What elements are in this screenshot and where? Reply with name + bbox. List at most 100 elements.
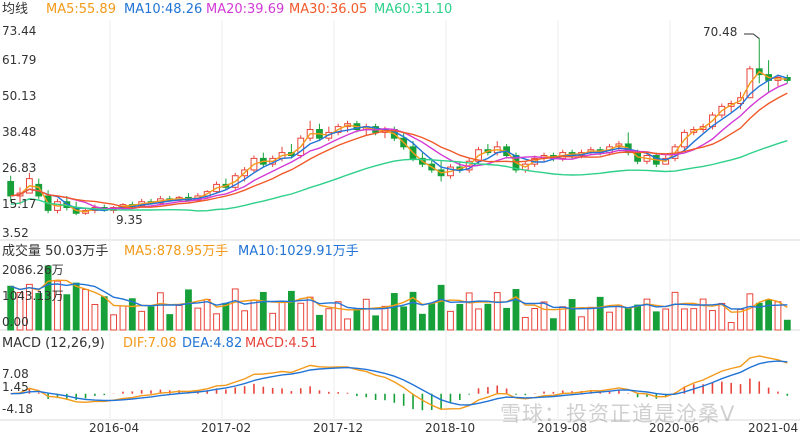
volume-ma5-legend: MA5:878.95万手 <box>124 244 229 259</box>
volume-bar <box>44 265 52 331</box>
main-legend-title: 均线 <box>2 2 29 17</box>
dif-legend: DIF:7.08 <box>123 336 177 351</box>
ma5-line <box>10 70 788 213</box>
x-tick-label: 2017-12 <box>313 421 364 435</box>
volume-bar <box>344 318 351 331</box>
volume-bar <box>128 298 136 331</box>
high-annotation-leader <box>744 33 760 39</box>
volume-bar <box>437 284 445 331</box>
volume-bar <box>175 304 183 331</box>
volume-bar <box>82 288 89 331</box>
volume-bar <box>110 314 118 331</box>
volume-bar <box>400 306 408 331</box>
volume-bar <box>316 314 323 331</box>
dea-legend: DEA:4.82 <box>182 336 243 351</box>
volume-bar <box>91 303 99 331</box>
volume-bar <box>680 308 688 331</box>
ma5-legend: MA5:55.89 <box>46 2 116 17</box>
volume-bar <box>465 292 473 331</box>
volume-bar <box>156 292 164 331</box>
ma20-legend: MA20:39.69 <box>206 2 285 17</box>
volume-bar <box>297 302 305 331</box>
volume-bar <box>456 303 464 331</box>
volume-bar <box>521 316 529 331</box>
macd-value-legend: MACD:4.51 <box>245 336 318 351</box>
volume-bar <box>503 307 511 331</box>
ma60-line <box>10 140 788 212</box>
volume-bar <box>203 298 211 331</box>
volume-bar <box>63 294 71 331</box>
volume-bar <box>250 299 258 331</box>
volume-legend-title: 成交量 50.03万手 <box>2 244 109 259</box>
volume-bar <box>484 303 492 331</box>
price-tick-label: 50.13 <box>2 89 37 103</box>
volume-bar <box>652 311 660 331</box>
volume-bar <box>493 292 501 331</box>
volume-bar <box>662 308 670 331</box>
volume-bar <box>16 292 24 331</box>
price-tick-label: 73.44 <box>2 24 37 38</box>
volume-bar <box>559 306 567 331</box>
volume-bar <box>755 302 763 331</box>
volume-bar <box>587 306 595 331</box>
volume-bar <box>7 285 15 331</box>
volume-bar <box>25 283 33 331</box>
volume-bar <box>166 314 174 331</box>
ma60-legend: MA60:31.10 <box>374 2 453 17</box>
volume-tick-label: 2086.26万 <box>2 263 64 277</box>
x-tick-label: 2018-10 <box>425 421 476 435</box>
volume-bar <box>765 299 773 331</box>
volume-tick-label: 0.00 <box>2 315 29 329</box>
volume-bar <box>671 291 679 331</box>
volume-bar <box>147 306 155 331</box>
ma10-line <box>10 74 788 212</box>
volume-bar <box>334 301 342 331</box>
dif-line <box>10 355 788 411</box>
volume-bar <box>259 291 267 331</box>
macd-tick-label: 1.45 <box>2 380 29 394</box>
volume-bar <box>54 280 61 331</box>
x-tick-label: 2016-04 <box>89 421 140 435</box>
x-tick-label: 2020-06 <box>649 421 700 435</box>
volume-bar <box>606 311 613 331</box>
volume-bar <box>540 301 548 331</box>
volume-bar <box>241 310 249 331</box>
volume-bar <box>615 304 623 331</box>
volume-bar <box>362 298 370 331</box>
price-tick-label: 15.17 <box>2 197 37 211</box>
volume-bar <box>390 293 398 331</box>
volume-bar <box>306 296 314 331</box>
macd-tick-label: -4.18 <box>2 402 34 416</box>
volume-bar <box>531 307 539 331</box>
volume-bar <box>690 308 698 331</box>
volume-bar <box>269 312 277 331</box>
volume-ma5-line <box>10 279 788 313</box>
volume-bar <box>447 310 454 331</box>
volume-bar <box>278 301 286 331</box>
volume-bar <box>596 296 604 331</box>
macd-legend-title: MACD (12,26,9) <box>2 336 105 351</box>
volume-bar <box>783 319 791 331</box>
volume-bar <box>222 302 230 331</box>
high-price-annotation: 70.48 <box>703 25 738 39</box>
volume-bar <box>287 290 295 331</box>
volume-bar <box>72 282 80 331</box>
volume-bar <box>409 291 417 331</box>
low-price-annotation: 9.35 <box>116 213 143 227</box>
volume-bar <box>727 322 735 331</box>
volume-bar <box>699 298 707 331</box>
ma20-line <box>10 82 788 210</box>
ma30-legend: MA30:36.05 <box>289 2 368 17</box>
volume-bar <box>325 308 333 331</box>
macd-tick-label: 7.08 <box>2 367 29 381</box>
volume-bar <box>428 303 436 331</box>
volume-bar <box>568 299 576 331</box>
volume-bar <box>718 302 726 331</box>
volume-bar <box>381 305 389 331</box>
price-tick-label: 61.79 <box>2 53 37 67</box>
watermark-text: 雪球：投资正道是沧桑V <box>500 402 736 426</box>
volume-bar <box>709 310 716 331</box>
volume-bar <box>185 289 192 331</box>
